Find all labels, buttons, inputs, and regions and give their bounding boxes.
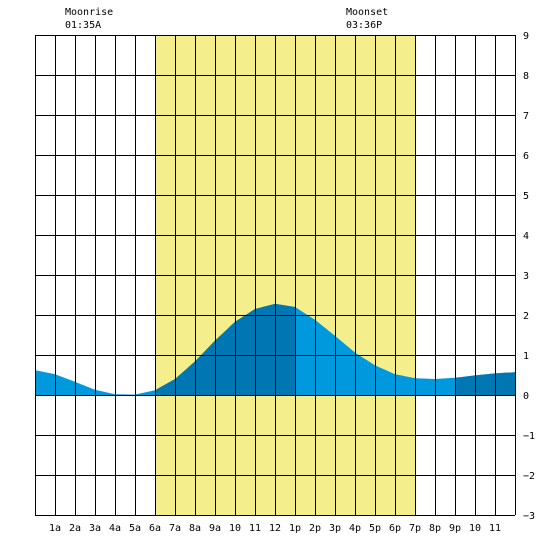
y-tick-label-9: 0 [523,391,529,402]
y-tick-label-3: 6 [523,151,529,162]
x-tick-label-10: 10 [229,523,241,534]
x-tick-label-3: 3a [89,523,101,534]
x-tick-label-8: 8a [189,523,201,534]
x-tick-label-21: 9p [449,523,461,534]
tide-area-shaded-1 [155,303,295,395]
x-tick-label-15: 3p [329,523,341,534]
x-tick-label-22: 10 [469,523,481,534]
x-tick-label-19: 7p [409,523,421,534]
y-tick-label-0: 9 [523,31,529,42]
x-tick-label-9: 9a [209,523,221,534]
x-tick-label-23: 11 [489,523,501,534]
x-tick-labels: 1a 2a 3a 4a 5a 6a 7a 8a 9a 10 11 12 1p 2p 3p 4p 5p 6p 7p 8p… [49,523,501,534]
moonset-label: Moonset [346,7,388,18]
grid-layer [35,35,516,516]
y-tick-label-11: −2 [523,471,535,482]
y-tick-label-7: 2 [523,311,529,322]
y-tick-label-2: 7 [523,111,529,122]
y-tick-label-4: 5 [523,191,529,202]
y-tick-label-12: −3 [523,511,535,522]
x-tick-label-18: 6p [389,523,401,534]
x-tick-label-11: 11 [249,523,261,534]
x-tick-label-7: 7a [169,523,181,534]
x-tick-label-12: 12 [269,523,281,534]
x-tick-label-16: 4p [349,523,361,534]
y-tick-label-5: 4 [523,231,529,242]
x-tick-label-20: 8p [429,523,441,534]
y-tick-labels: 9 8 7 6 5 4 3 2 1 0 −1 −2 −3 [523,31,535,522]
x-tick-label-1: 1a [49,523,61,534]
y-tick-label-6: 3 [523,271,529,282]
x-tick-label-14: 2p [309,523,321,534]
x-tick-label-4: 4a [109,523,121,534]
x-tick-label-6: 6a [149,523,161,534]
x-tick-label-13: 1p [289,523,301,534]
x-tick-label-2: 2a [69,523,81,534]
y-tick-label-10: −1 [523,431,535,442]
moonrise-label: Moonrise [65,7,113,18]
tide-area-shaded-2 [455,372,515,395]
y-tick-label-1: 8 [523,71,529,82]
x-tick-label-17: 5p [369,523,381,534]
moonrise-time: 01:35A [65,20,101,31]
x-tick-label-5: 5a [129,523,141,534]
y-tick-label-8: 1 [523,351,529,362]
moonset-time: 03:36P [346,20,382,31]
